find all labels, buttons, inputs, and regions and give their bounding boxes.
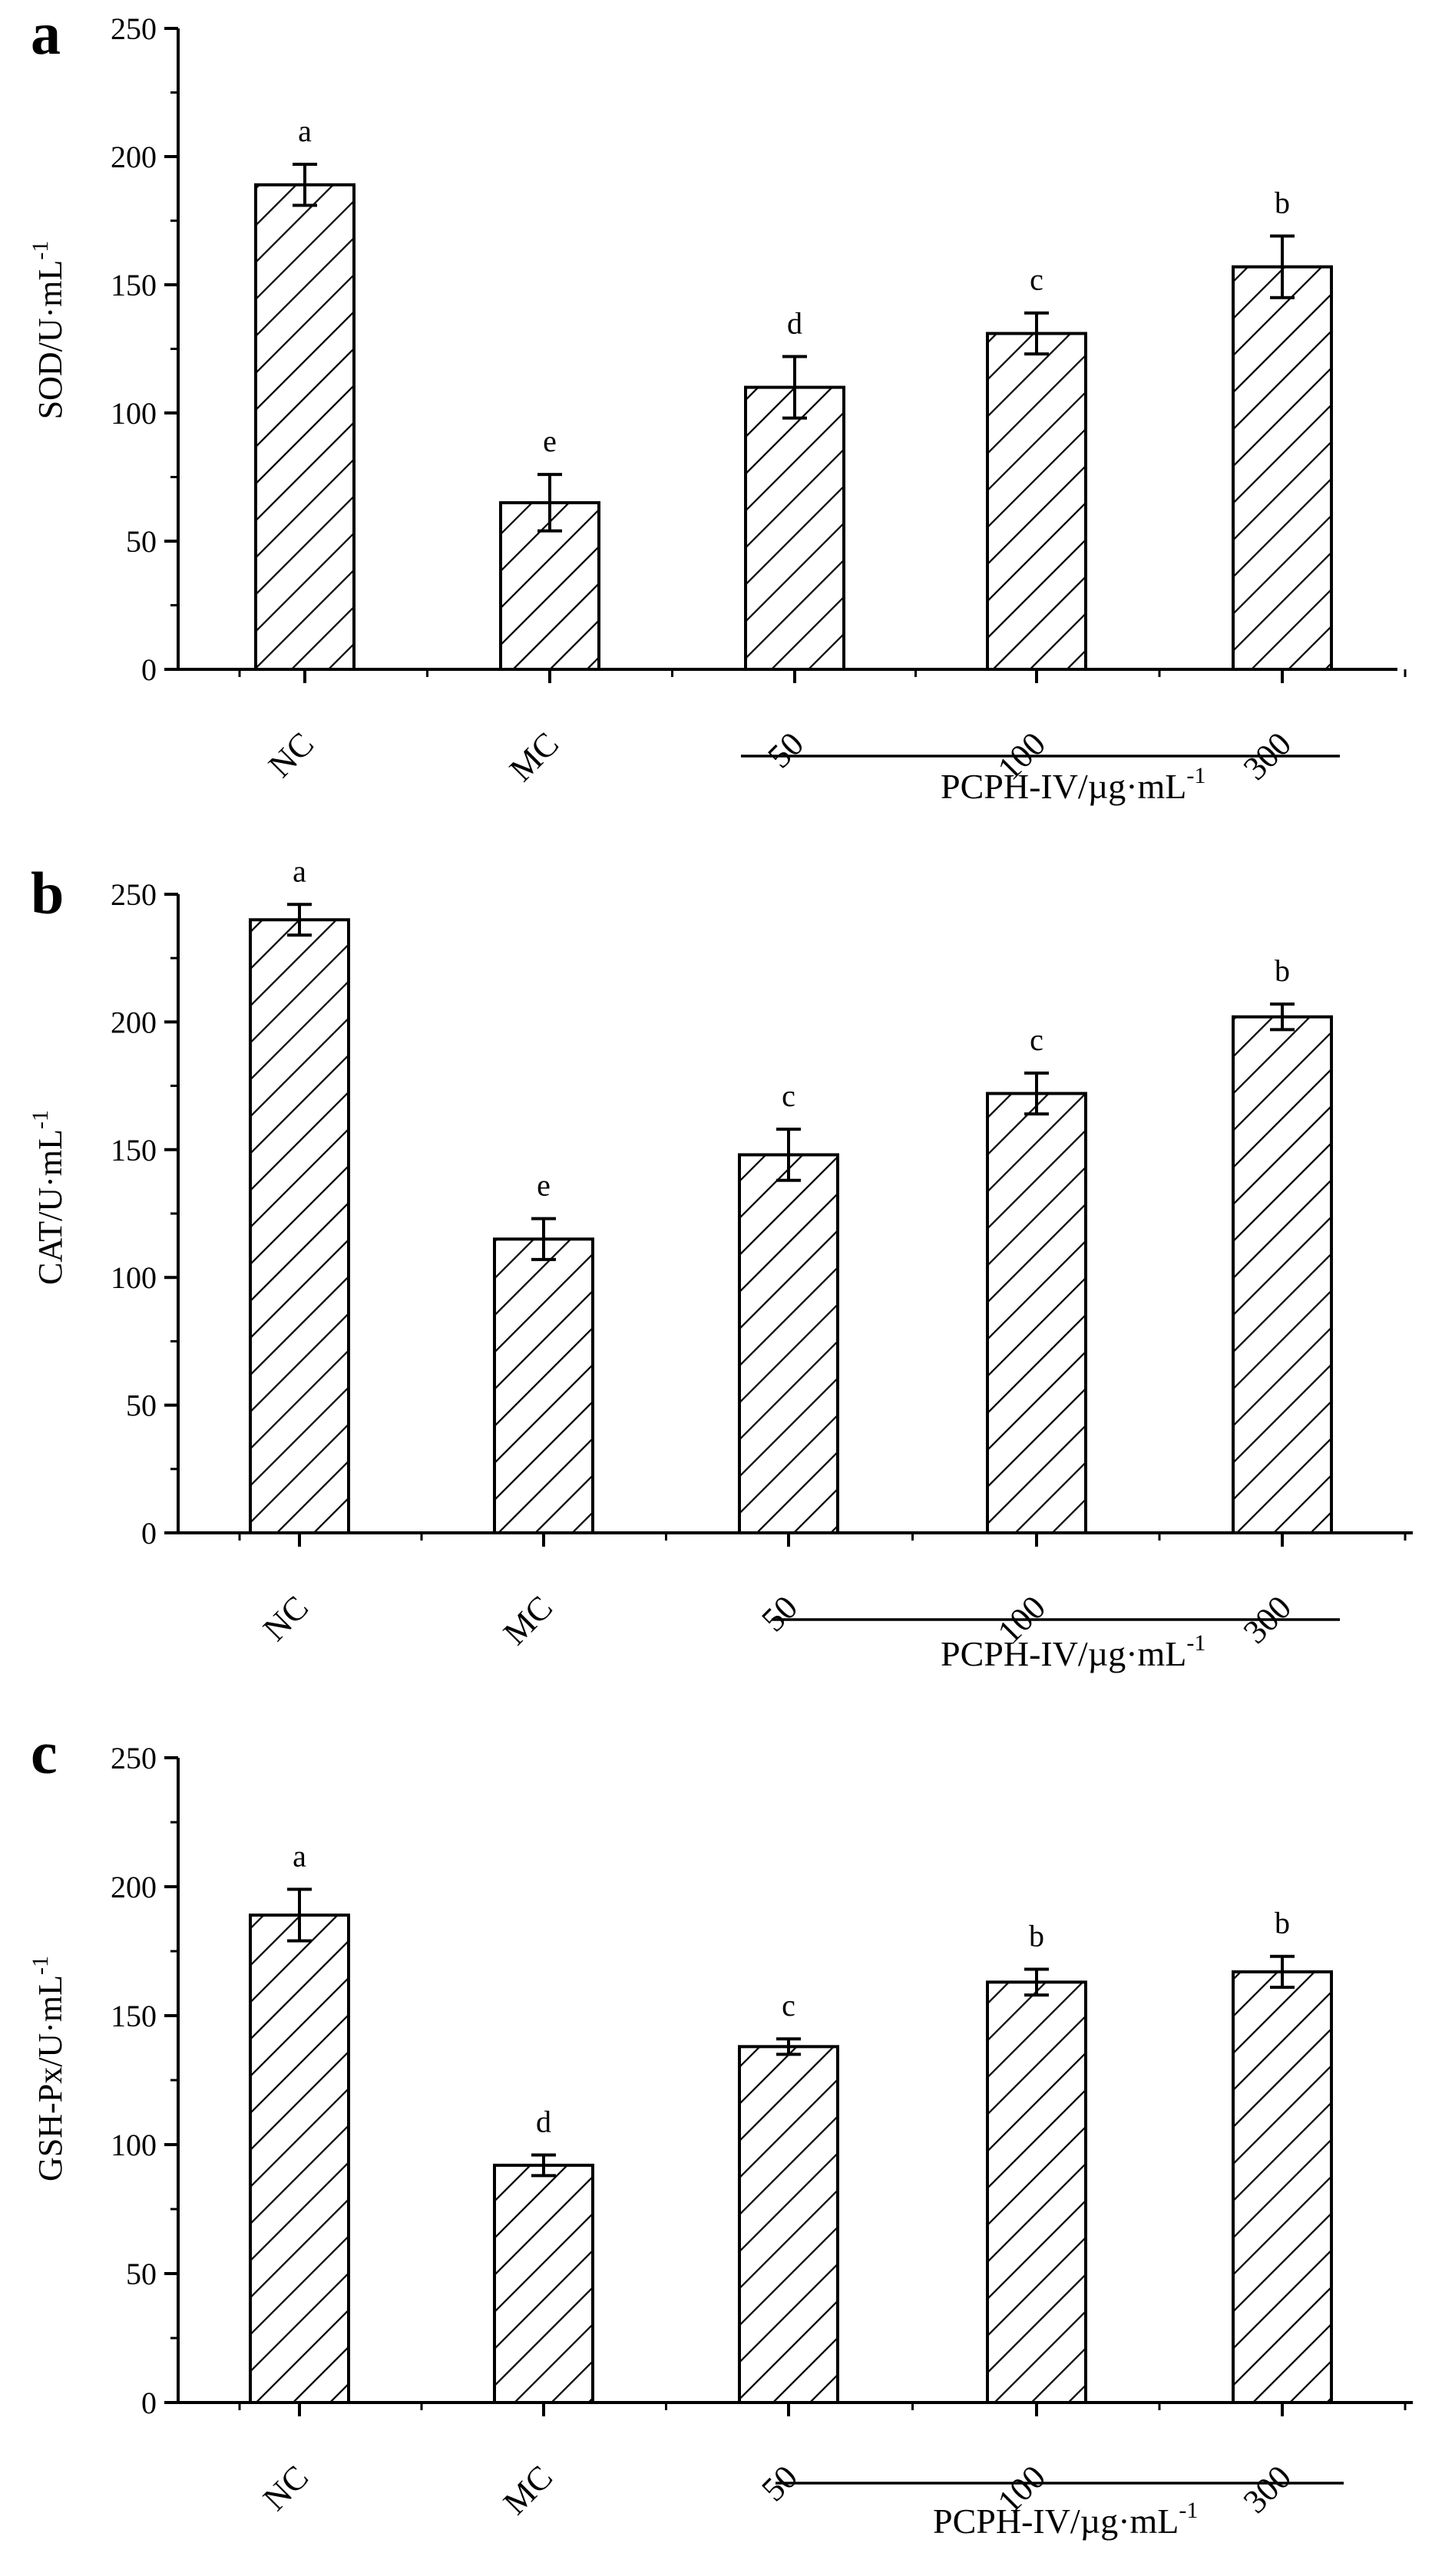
category-label-c-MC: MC [496, 2458, 560, 2522]
y-tick-label-a-0: 0 [141, 652, 157, 687]
bar-a-100 [986, 332, 1087, 671]
group-label-text-b: PCPH-IV/µg·mL [941, 1634, 1186, 1673]
y-tick-label-b-0: 0 [141, 1516, 157, 1551]
group-label-c: PCPH-IV/µg·mL-1 [933, 2498, 1198, 2541]
bar-c-300 [1232, 1970, 1333, 2404]
panel-letter-a: a [31, 0, 61, 67]
significance-letter-a-4: b [1275, 186, 1290, 220]
group-label-sup-a: -1 [1186, 763, 1205, 788]
category-label-a-MC: MC [502, 725, 566, 788]
significance-letter-c-1: d [536, 2104, 551, 2138]
y-tick-label-b-1: 50 [126, 1389, 157, 1423]
y-axis-title-c: GSH-Px/U·mL-1 [28, 1956, 69, 2181]
significance-letter-b-3: c [1030, 1022, 1043, 1057]
bar-c-50 [738, 2045, 839, 2405]
group-label-b: PCPH-IV/µg·mL-1 [941, 1630, 1205, 1673]
panel-letter-c: c [31, 1719, 58, 1786]
significance-letter-b-0: a [293, 854, 306, 888]
bar-a-50 [744, 385, 845, 671]
significance-letter-b-1: e [537, 1168, 551, 1203]
significance-letter-b-2: c [782, 1078, 795, 1113]
significance-letter-c-0: a [293, 1838, 306, 1873]
category-label-c-NC: NC [256, 2458, 316, 2518]
group-label-a: PCPH-IV/µg·mL-1 [941, 763, 1205, 806]
significance-letter-a-2: d [787, 306, 802, 341]
bar-b-NC [249, 918, 350, 1534]
y-tick-label-a-1: 50 [126, 524, 157, 559]
bar-c-MC [493, 2163, 594, 2404]
y-axis-title-text-b: CAT/U·mL [31, 1129, 69, 1285]
y-axis-title-sup-c: -1 [28, 1956, 53, 1975]
significance-letter-b-4: b [1275, 953, 1290, 988]
category-label-b-NC: NC [256, 1588, 316, 1648]
category-label-a-NC: NC [261, 725, 321, 784]
bar-a-NC [254, 183, 356, 672]
y-axis-title-text-c: GSH-Px/U·mL [31, 1975, 69, 2181]
significance-letter-c-2: c [782, 1988, 795, 2023]
y-axis-title-sup-a: -1 [28, 241, 53, 260]
y-tick-label-c-2: 100 [111, 2128, 157, 2162]
category-label-c-300: 300 [1236, 2458, 1298, 2520]
y-tick-label-a-4: 200 [111, 140, 157, 174]
y-tick-label-c-5: 250 [111, 1741, 157, 1775]
bar-c-100 [986, 1980, 1087, 2405]
y-tick-label-c-0: 0 [141, 2386, 157, 2420]
y-tick-label-c-1: 50 [126, 2257, 157, 2291]
group-label-text-a: PCPH-IV/µg·mL [941, 767, 1186, 806]
bar-b-300 [1232, 1015, 1333, 1534]
y-tick-label-b-4: 200 [111, 1005, 157, 1039]
y-axis-title-sup-b: -1 [28, 1110, 53, 1129]
y-tick-label-b-5: 250 [111, 877, 157, 912]
y-tick-label-a-2: 100 [111, 396, 157, 431]
group-label-sup-b: -1 [1186, 1630, 1205, 1656]
y-axis-title-text-a: SOD/U·mL [31, 260, 69, 420]
y-tick-label-c-4: 200 [111, 1870, 157, 1904]
bar-c-NC [249, 1913, 350, 2404]
y-tick-label-c-3: 150 [111, 1999, 157, 2033]
category-label-a-50: 50 [760, 725, 811, 775]
panel-letter-b: b [31, 860, 64, 926]
y-tick-label-a-5: 250 [111, 12, 157, 46]
significance-letter-a-0: a [298, 114, 312, 148]
y-axis-title-b: CAT/U·mL-1 [28, 1110, 69, 1285]
category-label-b-MC: MC [496, 1588, 560, 1652]
bar-b-50 [738, 1153, 839, 1535]
y-axis-title-a: SOD/U·mL-1 [28, 241, 69, 420]
significance-letter-a-3: c [1030, 263, 1043, 297]
category-label-b-50: 50 [754, 1588, 805, 1639]
bar-b-MC [493, 1237, 594, 1535]
y-tick-label-b-2: 100 [111, 1260, 157, 1295]
bar-a-300 [1232, 265, 1333, 671]
y-tick-label-a-3: 150 [111, 268, 157, 302]
y-tick-label-b-3: 150 [111, 1133, 157, 1167]
significance-letter-a-1: e [543, 424, 557, 458]
bar-b-100 [986, 1091, 1087, 1534]
significance-letter-c-4: b [1275, 1906, 1290, 1940]
group-label-sup-c: -1 [1179, 2498, 1198, 2523]
significance-letter-c-3: b [1029, 1919, 1044, 1953]
group-label-text-c: PCPH-IV/µg·mL [933, 2502, 1179, 2541]
